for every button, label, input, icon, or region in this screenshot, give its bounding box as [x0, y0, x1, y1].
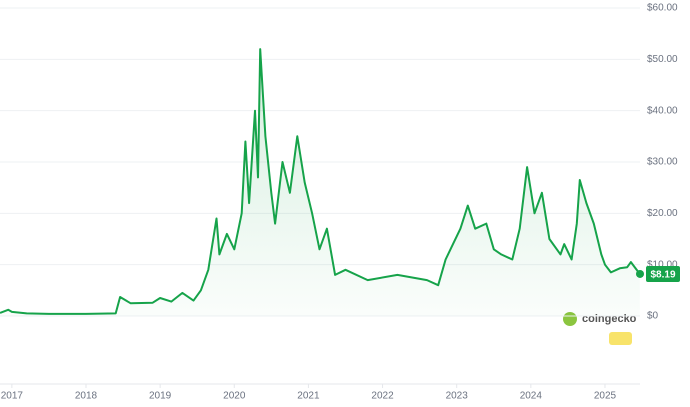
- price-label: $8.19: [650, 270, 675, 281]
- x-tick-label: 2020: [223, 391, 246, 402]
- y-tick-label: $50.00: [647, 54, 678, 65]
- y-tick-label: $40.00: [647, 105, 678, 116]
- x-tick-label: 2023: [446, 391, 469, 402]
- y-tick-label: $30.00: [647, 157, 678, 168]
- x-tick-label: 2019: [149, 391, 172, 402]
- y-tick-label: $0: [647, 311, 659, 322]
- price-badge: [646, 265, 680, 282]
- y-tick-label: $60.00: [647, 3, 678, 14]
- x-tick-label: 2018: [75, 391, 98, 402]
- x-tick-label: 2017: [1, 391, 24, 402]
- x-tick-label: 2025: [594, 391, 617, 402]
- price-line: [0, 48, 641, 315]
- area: [0, 49, 640, 316]
- badge: [609, 332, 632, 345]
- current-dot: [636, 269, 644, 278]
- x-tick-label: 2022: [371, 391, 394, 402]
- x-tick-label: 2024: [520, 391, 543, 402]
- y-tick-label: $10.00: [647, 259, 678, 270]
- y-tick-label: $20.00: [647, 208, 678, 219]
- x-tick-label: 2021: [297, 391, 320, 402]
